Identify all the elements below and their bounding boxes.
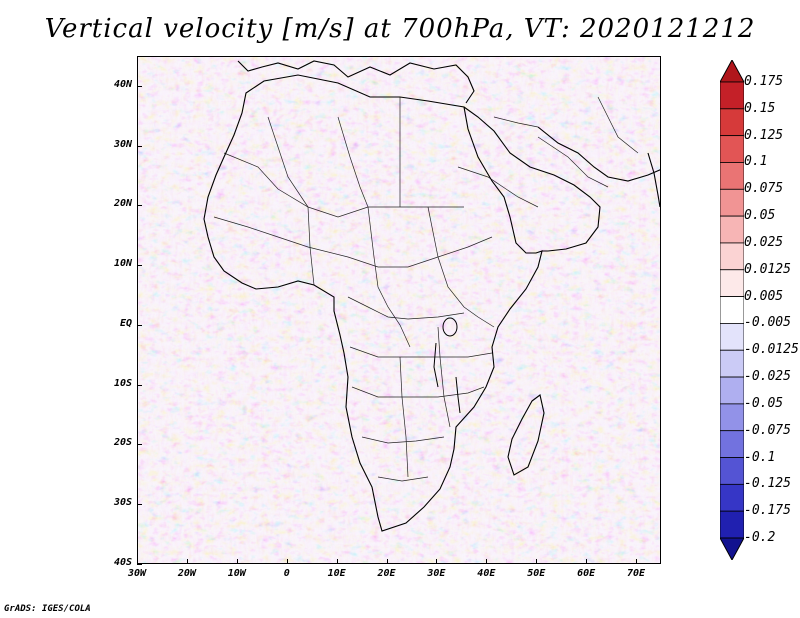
lon-tick: [286, 559, 288, 564]
lon-tick: [336, 559, 338, 564]
lake-victoria: [442, 317, 458, 337]
persian-gulf-coast: [537, 126, 660, 182]
lon-tick: [186, 559, 188, 564]
lon-tick-label: 30W: [127, 568, 147, 579]
colorbar-label: 0.05: [744, 208, 776, 224]
india-coast: [647, 152, 660, 208]
lon-tick: [586, 559, 588, 564]
lon-tick: [486, 559, 488, 564]
colorbar-bottom-triangle: [720, 537, 744, 560]
lat-tick: [137, 384, 142, 386]
colorbar-label: 0.005: [744, 288, 784, 304]
colorbar-segment: [720, 376, 744, 405]
lat-tick-label: 20N: [113, 198, 132, 210]
coastlines: [203, 60, 660, 532]
colorbar-label: 0.025: [744, 234, 784, 250]
lon-tick: [137, 559, 138, 564]
africa-coast: [203, 74, 543, 532]
lake-tanganyika: [433, 342, 439, 388]
lat-tick: [137, 145, 142, 147]
colorbar-label: -0.005: [744, 315, 791, 331]
colorbar-label: -0.025: [744, 369, 791, 385]
lat-tick-label: 20S: [113, 437, 132, 449]
colorbar-segment: [720, 188, 744, 217]
lat-tick-label: 40N: [113, 78, 132, 90]
colorbar-label: 0.15: [744, 100, 776, 116]
lat-tick: [137, 324, 142, 326]
lat-tick: [137, 444, 142, 446]
map-panel: [137, 56, 661, 564]
colorbar-segment: [720, 242, 744, 271]
colorbar-segment: [720, 81, 744, 110]
lon-tick-label: 0: [283, 568, 290, 579]
colorbar-label: 0.175: [744, 74, 784, 89]
colorbar-label: -0.1: [744, 449, 776, 465]
colorbar-label: -0.05: [744, 395, 784, 411]
lon-tick-label: 30E: [427, 568, 446, 579]
lon-tick-label: 20E: [377, 568, 396, 579]
lon-tick-label: 70E: [627, 568, 646, 579]
arabia-coast: [463, 106, 601, 252]
colorbar-segment: [720, 323, 744, 351]
colorbar-label: -0.175: [744, 503, 791, 519]
credit-text: GrADS: IGES/COLA: [4, 604, 91, 614]
colorbar-label: -0.2: [744, 530, 776, 545]
lat-tick-label: 10N: [113, 258, 132, 270]
lon-tick: [636, 559, 638, 564]
lat-tick-label: EQ: [119, 317, 132, 329]
lon-tick-label: 10W: [227, 568, 246, 579]
country-borders: [213, 96, 639, 482]
lake-malawi: [455, 376, 461, 414]
lon-tick-label: 10E: [327, 568, 346, 579]
lon-tick: [536, 559, 538, 564]
colorbar-segment: [720, 162, 744, 190]
colorbar-segment: [720, 296, 744, 324]
lat-tick: [137, 564, 142, 565]
colorbar: [720, 60, 744, 560]
colorbar-label: 0.1: [744, 154, 768, 170]
colorbar-segment: [720, 430, 744, 458]
lon-tick: [236, 559, 238, 564]
colorbar-segment: [720, 215, 744, 244]
velocity-field-detail: [138, 57, 660, 563]
lon-tick: [436, 559, 438, 564]
lakes: [433, 317, 461, 414]
lat-tick: [137, 205, 142, 207]
lat-tick: [137, 504, 142, 506]
lon-tick-label: 60E: [577, 568, 596, 579]
lat-tick-label: 30N: [113, 138, 132, 150]
chart-title: Vertical velocity [m/s] at 700hPa, VT: 2…: [44, 14, 756, 44]
colorbar-segment: [720, 403, 744, 432]
lon-tick-label: 20W: [177, 568, 196, 579]
colorbar-label: -0.0125: [744, 342, 799, 358]
colorbar-segment: [720, 349, 744, 378]
lon-tick-label: 50E: [527, 568, 546, 579]
europe-coast: [237, 60, 475, 104]
colorbar-label: 0.125: [744, 127, 784, 143]
lat-tick-label: 30S: [113, 497, 132, 509]
colorbar-segment: [720, 510, 744, 539]
colorbar-segment: [720, 135, 744, 163]
lat-tick-label: 10S: [113, 377, 132, 389]
colorbar-segment: [720, 108, 744, 137]
colorbar-label: -0.075: [744, 422, 791, 438]
lat-tick: [137, 85, 142, 87]
colorbar-label: 0.075: [744, 181, 784, 197]
lat-tick-label: 40S: [113, 557, 132, 568]
colorbar-label: 0.0125: [744, 261, 791, 277]
colorbar-segment: [720, 457, 744, 485]
lat-tick: [137, 265, 142, 267]
map-svg: [138, 57, 660, 563]
colorbar-segment: [720, 269, 744, 297]
colorbar-top-triangle: [720, 60, 744, 83]
lon-tick: [386, 559, 388, 564]
colorbar-label: -0.125: [744, 476, 791, 492]
lon-tick-label: 40E: [477, 568, 496, 579]
colorbar-segment: [720, 483, 744, 512]
madagascar-coast: [507, 394, 545, 476]
